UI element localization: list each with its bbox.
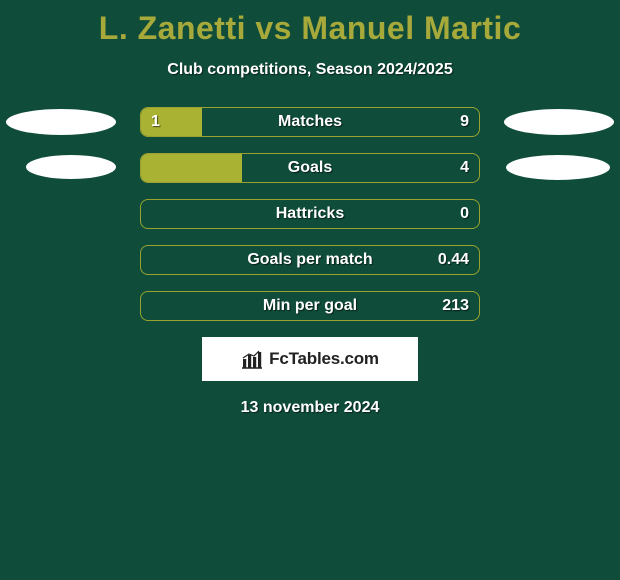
stat-value-right: 0.44	[438, 251, 469, 269]
bar-track: Goals 4	[140, 153, 480, 183]
stat-label: Goals per match	[141, 251, 479, 269]
stat-value-left: 1	[151, 113, 160, 131]
footer-date: 13 november 2024	[0, 399, 620, 417]
stat-value-right: 9	[460, 113, 469, 131]
player-avatar-left	[26, 155, 116, 179]
bar-track: Hattricks 0	[140, 199, 480, 229]
stat-value-right: 0	[460, 205, 469, 223]
bar-track: Min per goal 213	[140, 291, 480, 321]
bar-chart-icon	[241, 349, 263, 369]
bar-track: Goals per match 0.44	[140, 245, 480, 275]
bar-fill	[141, 154, 242, 182]
player-avatar-right	[506, 155, 610, 180]
stat-row-matches: 1 Matches 9	[0, 107, 620, 137]
stat-label: Min per goal	[141, 297, 479, 315]
stat-row-gpm: Goals per match 0.44	[0, 245, 620, 275]
brand-box: FcTables.com	[202, 337, 418, 381]
chart-area: 1 Matches 9 Goals 4 Hattricks 0	[0, 107, 620, 321]
comparison-infographic: L. Zanetti vs Manuel Martic Club competi…	[0, 0, 620, 580]
page-subtitle: Club competitions, Season 2024/2025	[0, 61, 620, 79]
stat-row-goals: Goals 4	[0, 153, 620, 183]
bar-track: 1 Matches 9	[140, 107, 480, 137]
page-title: L. Zanetti vs Manuel Martic	[0, 0, 620, 47]
brand-text: FcTables.com	[269, 349, 379, 369]
stat-label: Hattricks	[141, 205, 479, 223]
player-avatar-right	[504, 109, 614, 135]
stat-row-mpg: Min per goal 213	[0, 291, 620, 321]
stat-value-right: 4	[460, 159, 469, 177]
stat-value-right: 213	[442, 297, 469, 315]
stat-row-hattricks: Hattricks 0	[0, 199, 620, 229]
player-avatar-left	[6, 109, 116, 135]
